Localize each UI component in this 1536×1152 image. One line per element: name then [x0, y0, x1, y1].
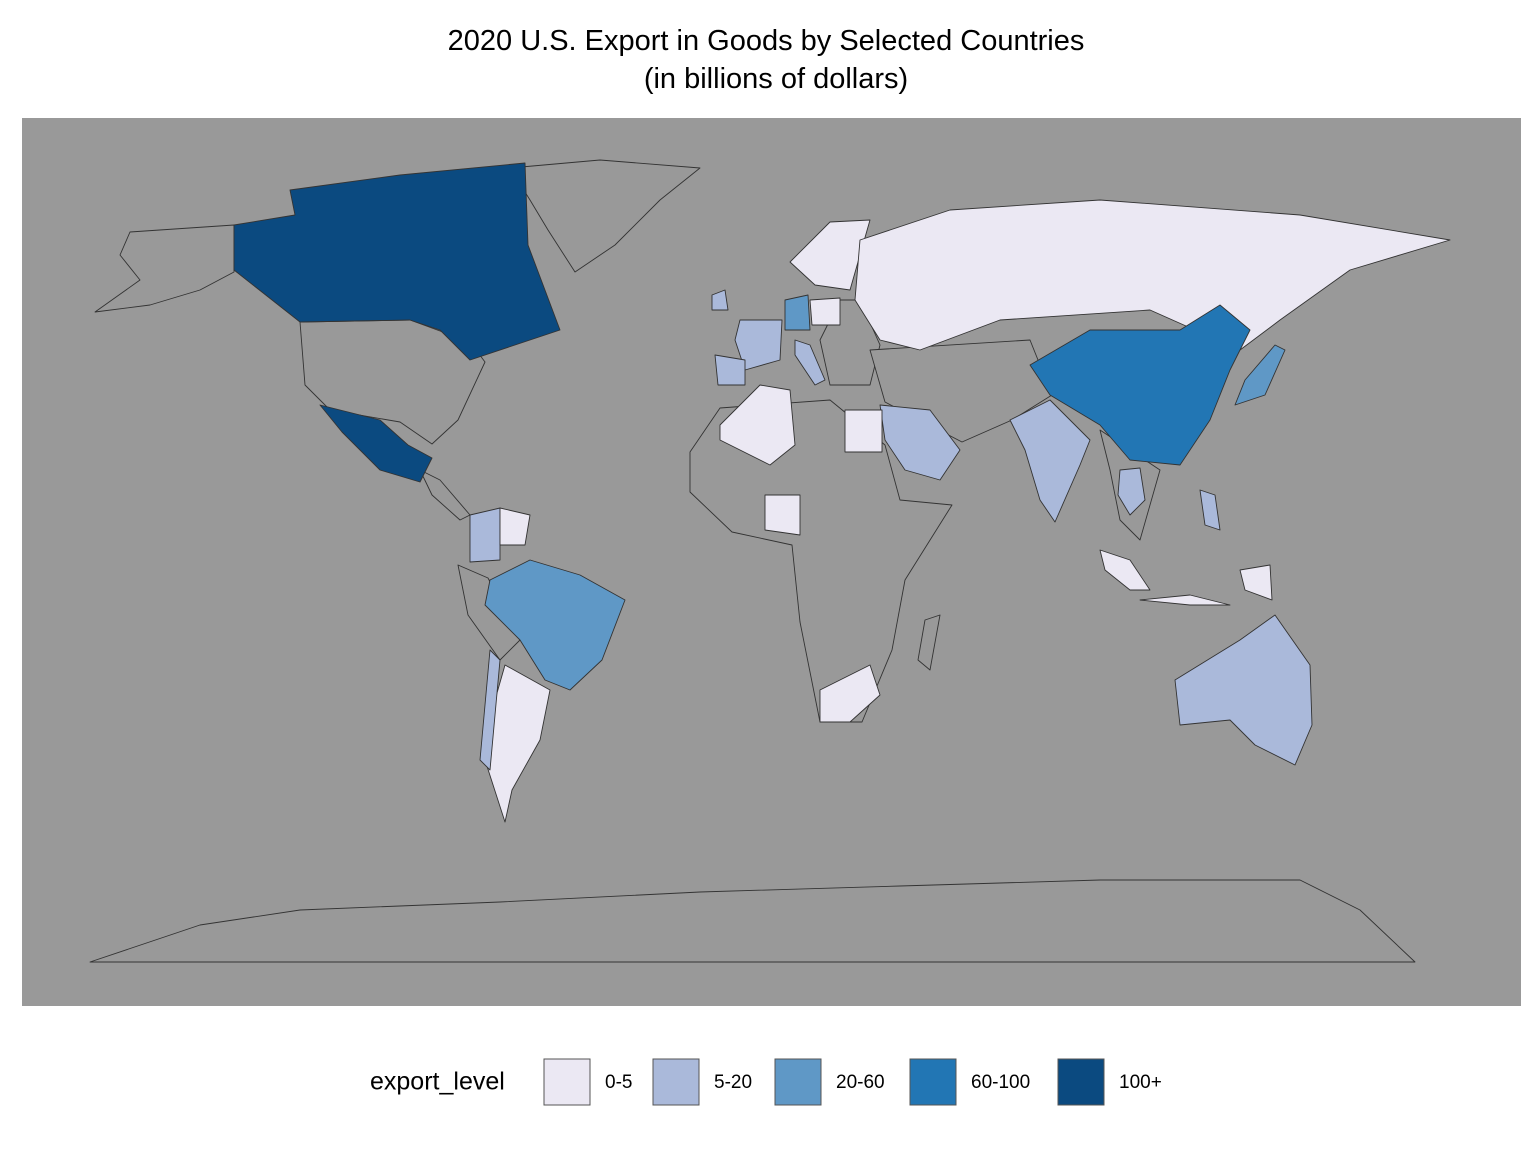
map-title: 2020 U.S. Export in Goods by Selected Co…: [448, 25, 1085, 57]
country: [319, 404, 433, 483]
country: [1139, 594, 1231, 606]
country: [1029, 304, 1251, 466]
legend-key: [774, 1058, 822, 1106]
country: [1239, 564, 1273, 601]
legend-label: 60-100: [971, 1072, 1030, 1093]
country: [794, 339, 826, 386]
country: [809, 297, 841, 326]
peru-bolivia: [457, 564, 521, 661]
map-subtitle: (in billions of dollars): [644, 63, 908, 95]
country: [844, 409, 883, 453]
madagascar: [917, 614, 941, 671]
country: [469, 507, 501, 563]
uncolored-land: [89, 159, 1416, 963]
legend-key: [652, 1058, 700, 1106]
legend-key: [543, 1058, 591, 1106]
usa: [299, 319, 486, 445]
country: [711, 289, 729, 311]
country: [499, 507, 531, 546]
legend-label: 5-20: [714, 1072, 752, 1093]
legend-label: 20-60: [836, 1072, 885, 1093]
country: [764, 494, 801, 536]
legend-label: 100+: [1119, 1072, 1162, 1093]
country: [719, 384, 796, 466]
central-america: [419, 469, 471, 521]
country: [879, 404, 961, 481]
antarctica: [89, 879, 1416, 963]
country: [1174, 614, 1313, 766]
legend-key: [909, 1058, 957, 1106]
country: [1117, 467, 1146, 516]
legend-title: export_level: [370, 1068, 505, 1096]
legend-key: [1057, 1058, 1105, 1106]
country: [819, 664, 881, 723]
country: [479, 649, 501, 771]
country: [484, 559, 626, 691]
country: [1199, 489, 1221, 531]
country: [854, 199, 1451, 351]
country: [714, 354, 746, 386]
country: [1099, 549, 1151, 591]
country: [233, 162, 561, 361]
legend-label: 0-5: [605, 1072, 632, 1093]
country: [784, 294, 811, 331]
country: [1234, 344, 1286, 406]
legend: export_level 0-5 5-20 20-60 60-100 100+: [370, 1058, 1162, 1106]
greenland: [509, 159, 701, 273]
country: [734, 319, 783, 371]
country: [1009, 399, 1091, 523]
colored-countries: [233, 162, 1451, 823]
